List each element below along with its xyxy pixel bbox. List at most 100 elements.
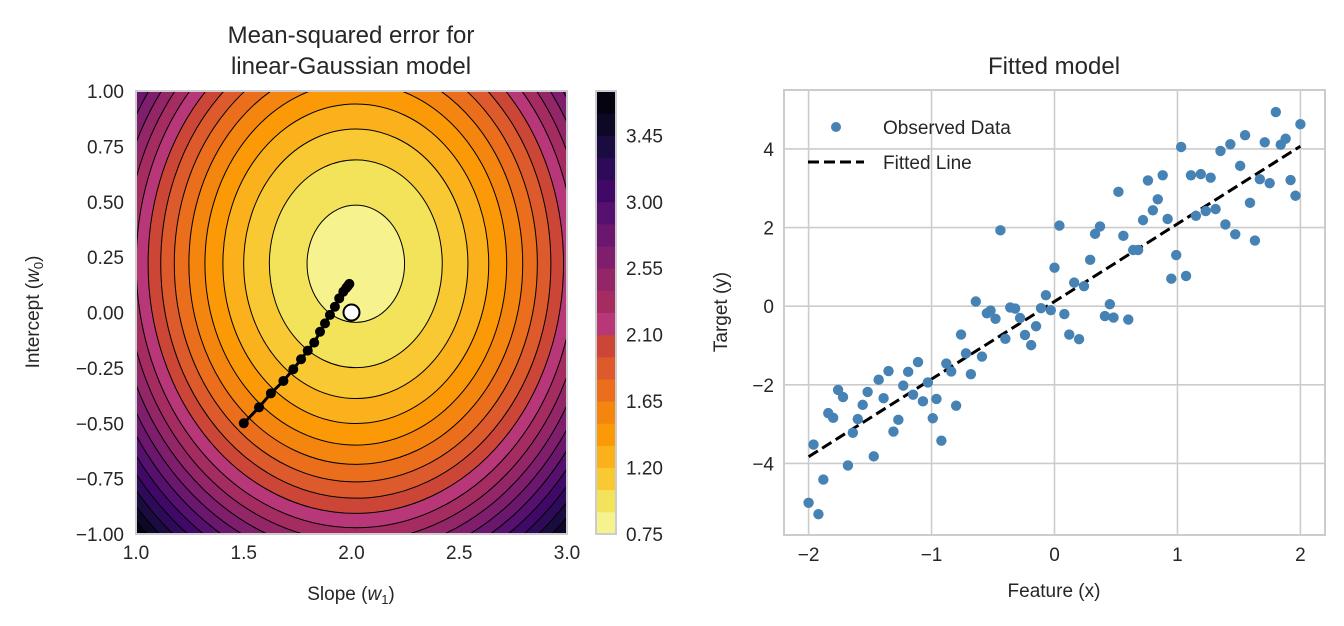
observed-data-point	[985, 305, 996, 316]
colorbar-segment	[596, 511, 616, 535]
legend-label-observed: Observed Data	[883, 118, 1011, 139]
gradient-path-point	[278, 375, 289, 386]
observed-data-point	[936, 435, 947, 446]
contour-line-7	[173, 91, 538, 483]
gradient-path-point	[302, 345, 313, 356]
observed-data-point	[842, 460, 854, 471]
observed-data-point	[1210, 203, 1221, 215]
contour-ylabel-suffix: )	[23, 256, 44, 262]
scatter-x-tick-label: 1	[1172, 545, 1183, 566]
colorbar-segment	[596, 223, 616, 247]
observed-data-point	[1147, 205, 1159, 216]
observed-data-point	[1035, 302, 1047, 314]
observed-data-point	[931, 393, 942, 405]
scatter-y-tick-label: −4	[752, 454, 774, 475]
scatter-y-axis-label: Target (y)	[711, 272, 732, 352]
contour-y-tick-label: −0.75	[76, 470, 124, 491]
gradient-path-point	[324, 309, 335, 320]
scatter-y-tick-label: 4	[763, 140, 774, 161]
contour-y-tick-label: 1.00	[87, 82, 124, 103]
observed-data-point	[862, 386, 873, 398]
observed-data-point	[898, 380, 909, 391]
observed-data-point	[1084, 254, 1096, 266]
colorbar-segment	[596, 135, 616, 158]
observed-data-point	[1152, 194, 1163, 205]
observed-data-point	[1054, 220, 1065, 231]
colorbar-segment	[596, 290, 616, 313]
colorbar-segment	[596, 268, 616, 291]
gradient-path-point	[319, 318, 330, 329]
contour-x-tick-label: 2.0	[338, 543, 364, 564]
contour-x-tick-label: 2.5	[446, 543, 472, 564]
observed-data-point	[1230, 229, 1241, 240]
observed-data-point	[1104, 299, 1116, 310]
observed-data-point	[1162, 213, 1173, 225]
observed-data-point	[1264, 177, 1275, 189]
observed-data-point	[888, 426, 899, 437]
observed-data-point	[946, 366, 957, 377]
observed-data-point	[1142, 175, 1154, 186]
observed-data-point	[1239, 130, 1251, 141]
observed-data-point	[852, 413, 863, 425]
scatter-legend: Observed Data Fitted Line	[808, 118, 1011, 174]
colorbar-segment	[596, 423, 616, 446]
observed-data-point	[1064, 329, 1075, 340]
contour-xlabel-suffix: )	[388, 584, 394, 605]
contour-xlabel-sub: 1	[381, 592, 388, 607]
observed-data-point	[965, 369, 977, 380]
gradient-path-point	[315, 326, 326, 337]
observed-data-point	[1123, 314, 1134, 325]
observed-data-point	[1254, 174, 1266, 185]
scatter-panel: Fitted model −2 −1 0 1 2 −4 −2 0 2 4 Feature (x)…	[711, 53, 1326, 602]
colorbar-segment	[596, 467, 616, 491]
observed-data-point	[883, 365, 894, 377]
legend-label-fitted: Fitted Line	[883, 153, 972, 174]
contour-ylabel-var: w	[23, 268, 44, 283]
scatter-title: Fitted model	[988, 53, 1120, 80]
colorbar-segment	[596, 246, 616, 269]
observed-data-point	[847, 427, 859, 438]
contour-ylabel-sub: 0	[31, 262, 46, 269]
observed-data-point	[1019, 329, 1031, 341]
colorbar-frame	[595, 90, 617, 535]
observed-data-point	[902, 366, 914, 378]
colorbar-tick-label: 1.65	[626, 392, 663, 413]
observed-data-point	[941, 358, 952, 369]
observed-data-point	[1249, 235, 1261, 246]
scatter-y-tick-label: −2	[752, 376, 774, 397]
contour-y-tick-label: 0.50	[87, 193, 124, 214]
contour-band-0	[307, 205, 405, 323]
observed-data-point	[1049, 262, 1060, 273]
contour-y-tick-label: 0.25	[87, 248, 124, 269]
colorbar-segment	[596, 489, 616, 513]
contour-line-3	[243, 128, 469, 400]
observed-data-point	[922, 377, 934, 388]
observed-data-point	[1030, 321, 1042, 332]
observed-data-point	[1270, 106, 1282, 118]
contour-y-axis-label: Intercept (w0)	[23, 256, 46, 369]
contour-x-tick-label: 1.5	[231, 543, 257, 564]
observed-data-point	[868, 451, 879, 462]
contour-line-6	[188, 91, 524, 465]
contour-xlabel-var: w	[367, 584, 382, 605]
observed-data-point	[927, 413, 938, 424]
observed-data-point	[857, 399, 868, 411]
observed-data-point	[873, 374, 884, 385]
observed-data-point	[818, 474, 829, 485]
colorbar-segment	[596, 157, 616, 181]
scatter-x-ticks: −2 −1 0 1 2	[798, 545, 1306, 566]
observed-data-point	[960, 348, 972, 359]
contour-y-tick-label: −0.50	[76, 414, 124, 435]
scatter-grid	[784, 90, 1325, 535]
observed-data-point	[1190, 210, 1202, 221]
colorbar-segment	[596, 201, 616, 225]
gradient-path-point	[329, 301, 340, 312]
scatter-x-tick-label: 2	[1295, 545, 1306, 566]
observed-data-point	[1118, 230, 1129, 242]
scatter-x-tick-label: −2	[798, 545, 820, 566]
observed-data-point	[813, 508, 824, 520]
scatter-y-tick-label: 2	[763, 219, 774, 240]
observed-data-point	[1166, 273, 1177, 284]
observed-data-point	[1108, 312, 1119, 323]
contour-title-line2: linear-Gaussian model	[231, 53, 471, 80]
